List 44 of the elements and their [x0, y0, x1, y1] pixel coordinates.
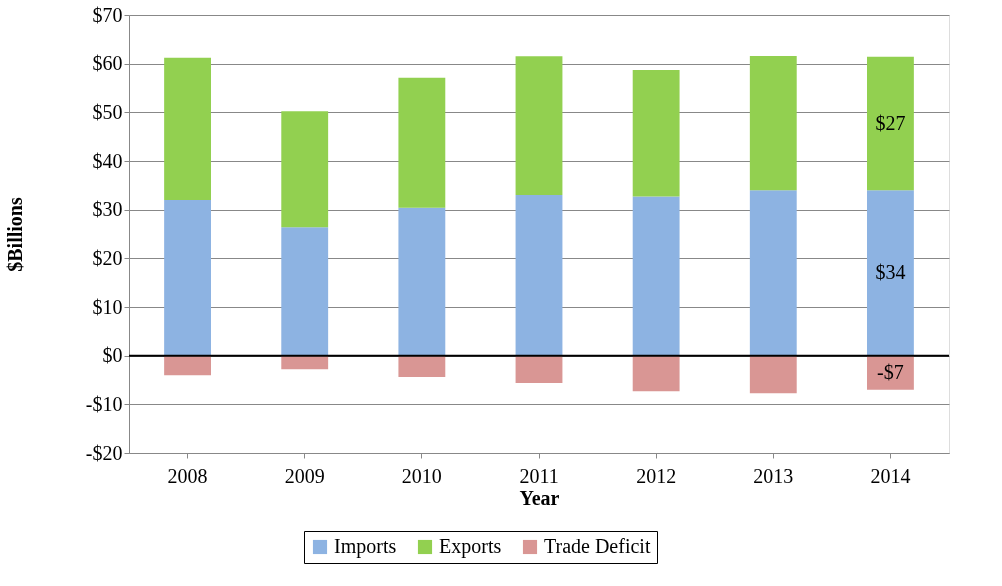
x-tick-label: 2012 [636, 464, 677, 487]
bar [867, 190, 914, 356]
bar [749, 355, 797, 394]
x-tick-label: 2013 [753, 464, 794, 487]
x-tick-label: 2010 [401, 464, 442, 487]
data-label: $34 [875, 260, 906, 283]
bar [749, 55, 797, 191]
y-tick-label: -$20 [85, 441, 123, 464]
bar [281, 227, 329, 356]
x-tick-label: 2011 [519, 464, 559, 487]
bar [398, 207, 446, 356]
bar [867, 56, 914, 191]
bar [515, 56, 563, 196]
y-tick-label: $50 [92, 100, 123, 123]
bar [632, 69, 680, 197]
bar [164, 199, 211, 356]
y-tick-label: $20 [92, 246, 123, 269]
y-tick-label: $10 [92, 295, 123, 318]
bar [632, 355, 680, 392]
bar [164, 57, 211, 200]
legend-label: Trade Deficit [544, 535, 651, 557]
bar [398, 355, 446, 378]
x-axis-title: Year [519, 486, 560, 509]
bar [515, 355, 563, 383]
data-label: -$7 [877, 360, 904, 383]
legend-label: Imports [334, 535, 397, 558]
bar [515, 195, 563, 356]
y-tick-label: $40 [92, 149, 123, 172]
bar [398, 77, 446, 208]
bar [281, 111, 329, 228]
x-tick-label: 2008 [167, 464, 208, 487]
x-tick-label: 2014 [870, 464, 911, 487]
x-tick-label: 2009 [284, 464, 325, 487]
y-tick-label: $0 [102, 344, 123, 367]
y-tick-label: $70 [92, 3, 123, 26]
y-tick-label: $60 [92, 52, 123, 75]
bar [632, 196, 680, 356]
data-label: $27 [875, 111, 906, 134]
legend-label: Exports [439, 535, 502, 558]
y-tick-label: -$10 [85, 392, 123, 415]
y-tick-label: $30 [92, 198, 123, 221]
bar [164, 355, 211, 376]
y-axis-title: $Billions [3, 197, 26, 272]
bar [749, 190, 797, 356]
